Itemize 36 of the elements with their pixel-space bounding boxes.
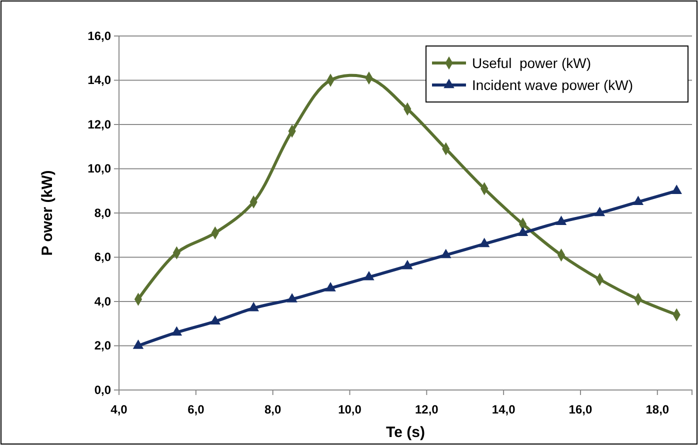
point: [671, 184, 682, 194]
point: [632, 196, 644, 206]
y-tick-label: 2,0: [94, 338, 112, 353]
point: [594, 206, 606, 216]
point: [325, 282, 336, 292]
y-tick-label: 12,0: [88, 117, 112, 132]
point: [402, 260, 413, 270]
x-tick-label: 18,0: [646, 402, 670, 417]
point: [440, 248, 452, 258]
x-tick-label: 4,0: [110, 402, 128, 417]
x-tick-label: 8,0: [264, 402, 282, 417]
y-axis-title: P ower (kW): [39, 170, 56, 256]
y-tick-label: 10,0: [88, 162, 112, 176]
x-tick-label: 6,0: [188, 402, 205, 417]
point: [210, 315, 221, 325]
x-tick-label: 12,0: [414, 402, 439, 417]
y-tick-label: 8,0: [94, 206, 112, 220]
x-tick-label: 14,0: [492, 402, 516, 417]
y-tick-label: 4,0: [94, 294, 112, 308]
y-tick-label: 0,0: [94, 382, 112, 397]
x-axis-title: Te (s): [386, 424, 425, 441]
x-tick-label: 10,0: [338, 402, 362, 417]
point: [171, 326, 182, 336]
point: [132, 340, 144, 349]
legend-label: Incident wave power (kW): [472, 77, 634, 93]
point: [248, 302, 259, 312]
point: [364, 270, 374, 280]
point: [517, 226, 528, 236]
y-tick-label: 14,0: [88, 73, 112, 88]
point: [478, 238, 490, 248]
y-tick-label: 6,0: [94, 250, 112, 264]
point: [556, 216, 567, 225]
point: [286, 293, 298, 302]
legend-label: Useful power (kW): [472, 55, 592, 71]
y-tick-label: 16,0: [88, 28, 112, 43]
x-tick-label: 16,0: [568, 402, 592, 417]
